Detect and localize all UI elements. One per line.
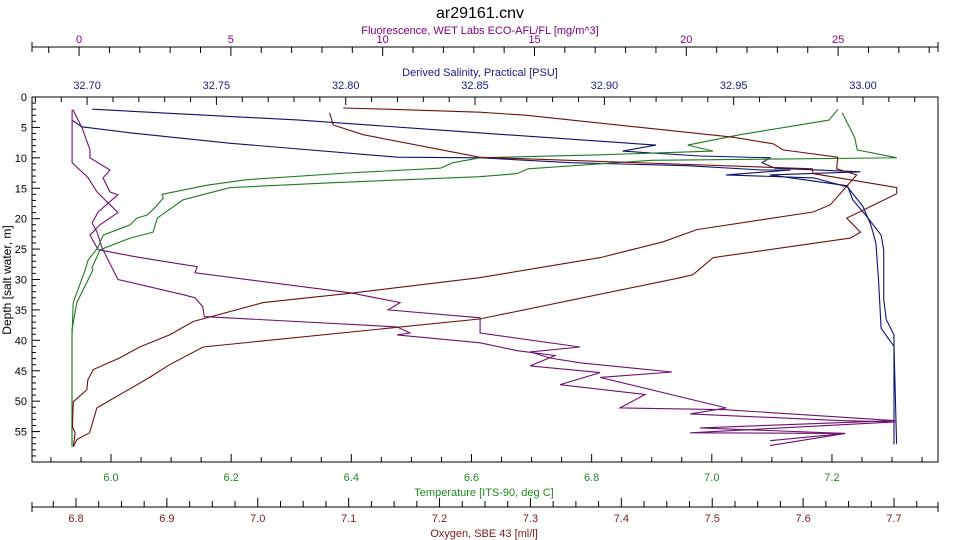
depth-tick-label: 40 bbox=[15, 335, 27, 347]
fluorescence-2-line bbox=[72, 109, 896, 442]
temperature-2-line bbox=[71, 112, 897, 444]
temp-tick-label: 6.4 bbox=[344, 472, 359, 484]
oxy-tick-label: 7.1 bbox=[341, 513, 356, 525]
fl-tick-label: 0 bbox=[76, 34, 82, 46]
temperature-1-line bbox=[71, 108, 839, 447]
fl-tick-label: 25 bbox=[832, 34, 844, 46]
depth-tick-label: 20 bbox=[15, 214, 27, 226]
oxygen-1-line bbox=[71, 107, 858, 447]
series-layer bbox=[71, 107, 898, 448]
fl-tick-label: 20 bbox=[680, 34, 692, 46]
temp-tick-label: 7.0 bbox=[704, 472, 719, 484]
oxy-tick-label: 6.9 bbox=[159, 513, 174, 525]
plot-frame bbox=[31, 96, 939, 463]
oxy-tick-label: 7.5 bbox=[705, 513, 720, 525]
sal-tick-label: 32.95 bbox=[720, 80, 748, 92]
depth-tick-label: 10 bbox=[15, 153, 27, 165]
depth-axis-title: Depth [salt water, m] bbox=[0, 225, 14, 334]
temp-tick-label: 6.2 bbox=[224, 472, 239, 484]
fl-tick-label: 5 bbox=[228, 34, 234, 46]
depth-tick-label: 5 bbox=[21, 122, 27, 134]
oxygen-axis-title: Oxygen, SBE 43 [ml/l] bbox=[430, 528, 538, 540]
salinity-downcast-line bbox=[92, 108, 895, 445]
oxy-tick-label: 7.6 bbox=[795, 513, 810, 525]
fl-tick-label: 15 bbox=[528, 34, 540, 46]
temp-tick-label: 6.6 bbox=[464, 472, 479, 484]
depth-tick-label: 30 bbox=[15, 275, 27, 287]
oxy-tick-label: 7.4 bbox=[614, 513, 629, 525]
sal-tick-label: 32.70 bbox=[73, 80, 101, 92]
temp-tick-label: 7.2 bbox=[824, 472, 839, 484]
temperature-axis-title: Temperature [ITS-90, deg C] bbox=[414, 487, 553, 499]
axes-layer: 0 5 10 15 20 25 32.70 32.75 32.80 32.85 32.90 32.95… bbox=[15, 34, 939, 525]
oxy-tick-label: 6.8 bbox=[68, 513, 83, 525]
oxy-tick-label: 7.0 bbox=[250, 513, 265, 525]
depth-tick-label: 45 bbox=[15, 366, 27, 378]
sal-tick-label: 32.75 bbox=[203, 80, 231, 92]
depth-tick-label: 35 bbox=[15, 305, 27, 317]
depth-tick-label: 25 bbox=[15, 244, 27, 256]
salinity-axis-title: Derived Salinity, Practical [PSU] bbox=[402, 67, 558, 79]
fl-tick-label: 10 bbox=[377, 34, 389, 46]
salinity-upcast-line bbox=[71, 119, 898, 444]
sal-tick-label: 32.90 bbox=[591, 80, 619, 92]
fluorescence-1-line bbox=[71, 109, 896, 447]
oxy-tick-label: 7.7 bbox=[886, 513, 901, 525]
sal-tick-label: 32.80 bbox=[332, 80, 360, 92]
fluorescence-axis-title: Fluorescence, WET Labs ECO-AFL/FL [mg/m^… bbox=[361, 25, 598, 37]
oxy-tick-label: 7.3 bbox=[523, 513, 538, 525]
depth-tick-label: 15 bbox=[15, 183, 27, 195]
oxy-tick-label: 7.2 bbox=[432, 513, 447, 525]
depth-tick-label: 0 bbox=[21, 92, 27, 104]
sal-tick-label: 33.00 bbox=[849, 80, 877, 92]
sal-tick-label: 32.85 bbox=[461, 80, 489, 92]
temp-tick-label: 6.0 bbox=[103, 472, 118, 484]
depth-tick-label: 50 bbox=[15, 396, 27, 408]
temp-tick-label: 6.8 bbox=[584, 472, 599, 484]
depth-tick-label: 55 bbox=[15, 427, 27, 439]
oxygen-2-line bbox=[72, 112, 898, 448]
chart-title: ar29161.cnv bbox=[436, 5, 524, 22]
